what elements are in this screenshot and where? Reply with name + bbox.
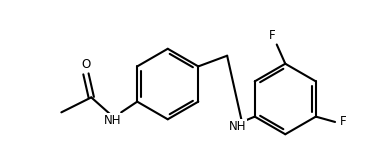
Text: O: O [81,58,90,71]
Text: NH: NH [104,114,121,127]
Text: NH: NH [229,120,246,133]
Text: F: F [340,115,347,128]
Text: F: F [269,29,276,42]
